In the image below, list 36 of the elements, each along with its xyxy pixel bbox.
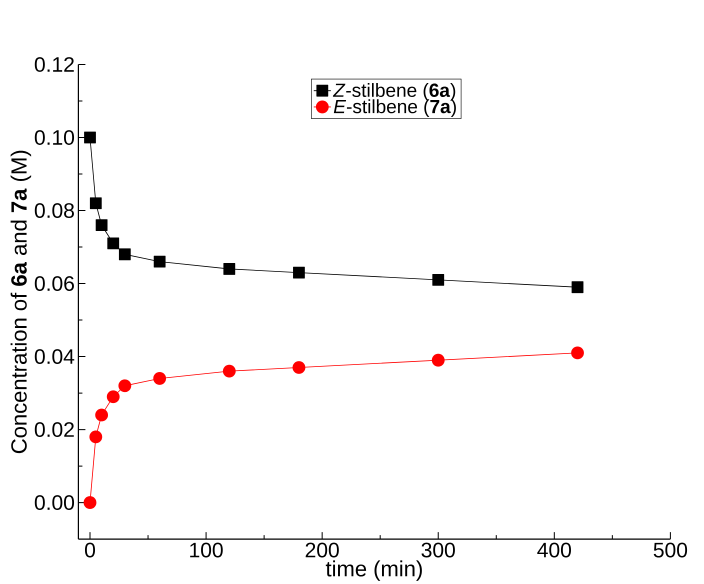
point [118, 248, 131, 260]
y-tick-label: 0.00 [34, 495, 74, 510]
point [89, 430, 102, 444]
point [432, 274, 444, 286]
point [571, 346, 584, 360]
point [107, 237, 120, 250]
point [90, 197, 102, 210]
x-tick-label: 100 [190, 542, 223, 558]
x-tick-label: 400 [537, 542, 571, 558]
point [153, 372, 166, 385]
y-tick-label: 0.10 [34, 130, 74, 145]
point [572, 281, 584, 293]
legend-label: E-stilbene (7a) [334, 99, 456, 117]
point [84, 132, 96, 144]
point [223, 262, 236, 275]
point [106, 390, 120, 404]
point [293, 266, 305, 278]
point [292, 361, 306, 374]
point [432, 354, 445, 367]
y-tick-label: 0.02 [34, 422, 74, 437]
point [222, 364, 236, 378]
point [84, 496, 96, 509]
y-tick-label: 0.12 [34, 56, 74, 72]
x-tick-label: 200 [306, 542, 339, 558]
x-tick-label: 500 [654, 542, 688, 558]
point [95, 408, 108, 422]
x-tick-label: 300 [422, 542, 455, 558]
x-tick-label: 0 [84, 542, 96, 558]
y-tick-label: 0.04 [34, 349, 74, 364]
y-tick-label: 0.06 [34, 276, 74, 291]
y-axis-title: Concentration of 6a and 7a (M) [10, 150, 32, 453]
point [118, 379, 132, 392]
y-tick-label: 0.08 [34, 203, 74, 218]
point [154, 256, 166, 268]
point [96, 219, 108, 231]
x-axis-title: time (min) [326, 560, 422, 581]
